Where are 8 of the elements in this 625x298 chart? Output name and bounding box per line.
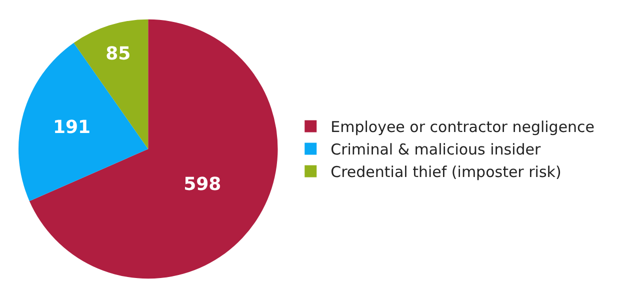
data-label: 191 — [52, 117, 91, 138]
legend-label: Credential thief (imposter risk) — [330, 163, 562, 182]
pie-slice — [29, 19, 278, 279]
data-label: 85 — [106, 43, 131, 64]
pie-slice — [18, 42, 148, 202]
legend-label: Employee or contractor negligence — [330, 118, 595, 136]
legend-label: Criminal & malicious insider — [330, 140, 542, 159]
data-label: 598 — [184, 174, 222, 195]
